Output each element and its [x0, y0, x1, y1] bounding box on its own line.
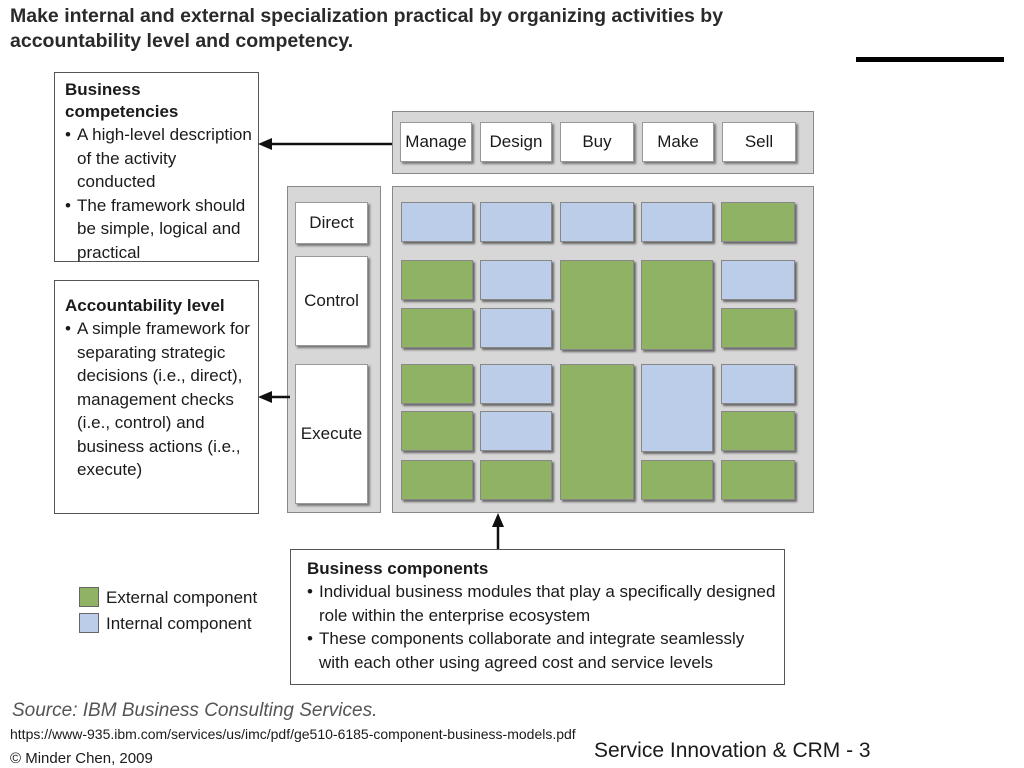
legend-external-label: External component	[106, 588, 258, 607]
component-cell	[480, 260, 552, 300]
component-cell	[641, 202, 713, 242]
accountability-bullet: A simple framework for separating strate…	[65, 317, 252, 482]
competency-design: Design	[480, 122, 552, 162]
copyright: © Minder Chen, 2009	[10, 750, 153, 767]
source-url[interactable]: https://www-935.ibm.com/services/us/imc/…	[10, 726, 576, 742]
component-cell	[721, 308, 795, 348]
component-cell	[641, 260, 713, 350]
arrow-left-icon	[258, 138, 392, 150]
title-rule	[856, 57, 1004, 62]
component-cell	[721, 411, 795, 451]
component-cell	[480, 308, 552, 348]
accountability-heading: Accountability level	[65, 296, 225, 315]
component-cell	[480, 411, 552, 451]
component-cell	[641, 460, 713, 500]
component-cell	[721, 260, 795, 300]
legend-internal-swatch	[79, 613, 99, 633]
competency-strip: Manage Design Buy Make Sell	[392, 111, 814, 174]
competencies-bullet: A high-level description of the activity…	[65, 123, 252, 194]
component-grid	[392, 186, 814, 513]
component-cell	[721, 460, 795, 500]
component-cell	[641, 364, 713, 452]
arrow-up-icon	[492, 513, 504, 549]
component-cell	[480, 364, 552, 404]
component-cell	[401, 308, 473, 348]
competencies-bullet: The framework should be simple, logical …	[65, 194, 252, 265]
component-cell	[401, 260, 473, 300]
level-direct: Direct	[295, 202, 368, 244]
components-heading: Business components	[307, 559, 489, 578]
component-cell	[480, 460, 552, 500]
component-cell	[721, 202, 795, 242]
source-note: Source: IBM Business Consulting Services…	[12, 700, 378, 721]
competency-manage: Manage	[400, 122, 472, 162]
level-control: Control	[295, 256, 368, 346]
level-column: Direct Control Execute	[287, 186, 381, 513]
legend-internal-label: Internal component	[106, 614, 252, 633]
level-execute: Execute	[295, 364, 368, 504]
components-bullet: These components collaborate and integra…	[307, 627, 778, 674]
component-cell	[480, 202, 552, 242]
competency-make: Make	[642, 122, 714, 162]
component-cell	[560, 260, 634, 350]
competency-sell: Sell	[722, 122, 796, 162]
competencies-callout: Business competencies A high-level descr…	[54, 72, 259, 262]
arrow-left-icon	[258, 391, 290, 403]
component-cell	[560, 202, 634, 242]
slide-title: Make internal and external specializatio…	[10, 5, 724, 52]
component-cell	[560, 364, 634, 500]
accountability-callout: Accountability level A simple framework …	[54, 280, 259, 514]
component-cell	[401, 411, 473, 451]
component-cell	[721, 364, 795, 404]
competencies-heading: Business competencies	[65, 80, 179, 121]
components-callout: Business components Individual business …	[290, 549, 785, 685]
component-cell	[401, 202, 473, 242]
components-bullet: Individual business modules that play a …	[307, 580, 778, 627]
competency-buy: Buy	[560, 122, 634, 162]
component-cell	[401, 364, 473, 404]
slide-footer: Service Innovation & CRM - 3	[594, 739, 871, 762]
component-cell	[401, 460, 473, 500]
legend-external-swatch	[79, 587, 99, 607]
